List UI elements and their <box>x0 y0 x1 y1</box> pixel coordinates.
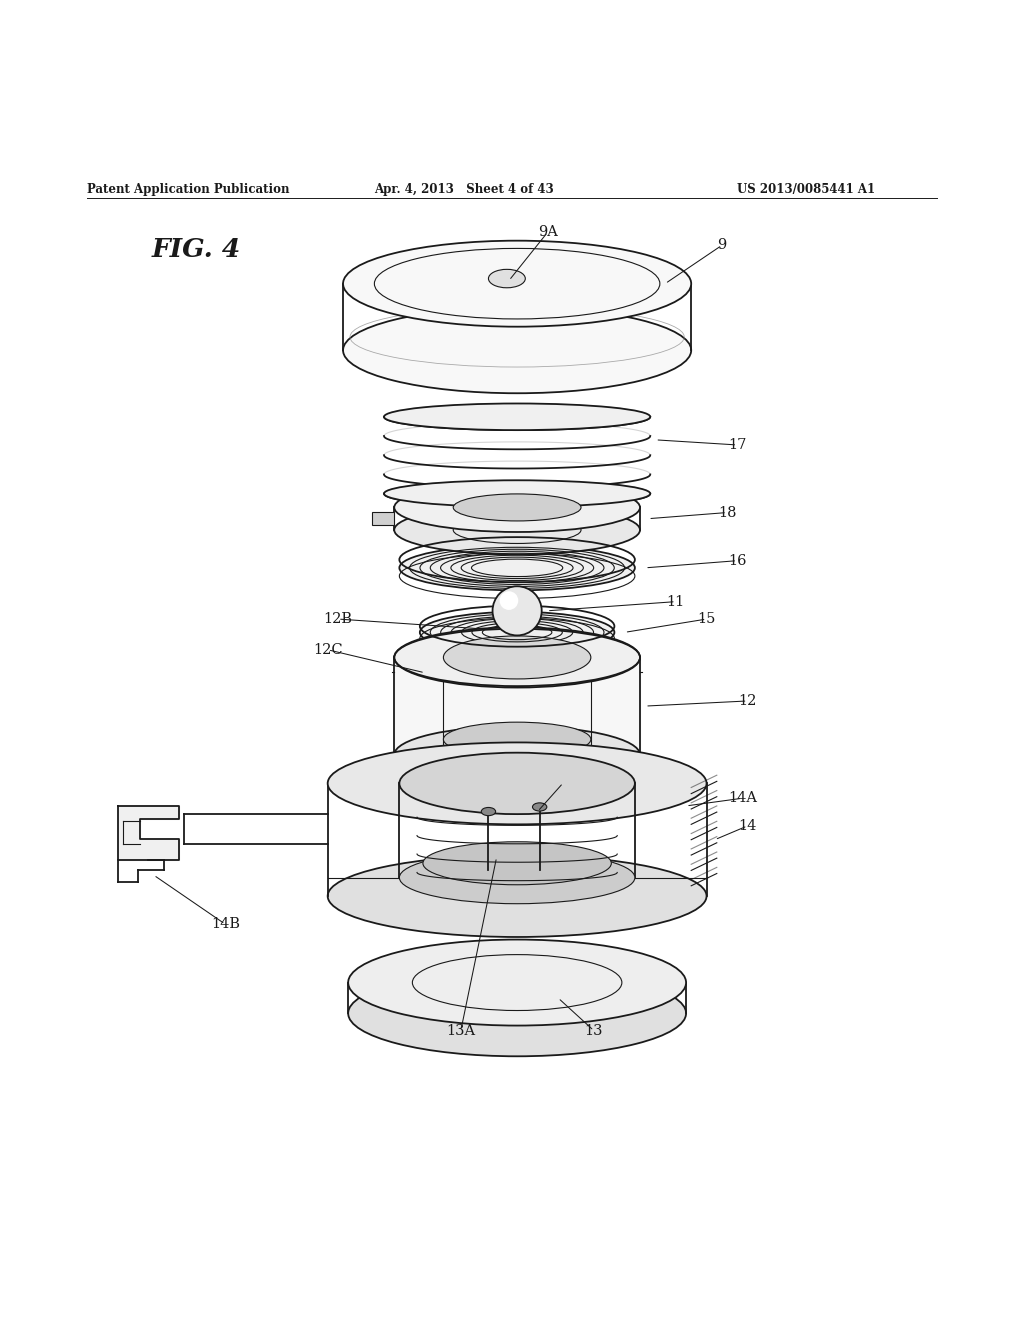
Ellipse shape <box>348 970 686 1056</box>
Ellipse shape <box>343 240 691 326</box>
Ellipse shape <box>423 842 611 884</box>
Text: 9: 9 <box>717 239 727 252</box>
Ellipse shape <box>532 803 547 810</box>
Text: Apr. 4, 2013   Sheet 4 of 43: Apr. 4, 2013 Sheet 4 of 43 <box>374 182 554 195</box>
Ellipse shape <box>394 483 640 532</box>
Circle shape <box>493 586 542 635</box>
Ellipse shape <box>343 308 691 393</box>
Ellipse shape <box>384 404 650 430</box>
Text: 12C: 12C <box>313 643 342 657</box>
Ellipse shape <box>394 506 640 554</box>
Text: 14: 14 <box>738 818 757 833</box>
Ellipse shape <box>443 636 591 678</box>
Text: 16: 16 <box>728 553 746 568</box>
Text: Patent Application Publication: Patent Application Publication <box>87 182 290 195</box>
Polygon shape <box>118 807 179 859</box>
Text: 12: 12 <box>738 694 757 708</box>
Ellipse shape <box>399 752 635 814</box>
Text: 17: 17 <box>728 438 746 451</box>
Text: 15: 15 <box>697 612 716 626</box>
Ellipse shape <box>394 726 640 783</box>
Ellipse shape <box>399 851 635 904</box>
Ellipse shape <box>481 808 496 816</box>
Ellipse shape <box>348 940 686 1026</box>
Ellipse shape <box>454 494 581 521</box>
Ellipse shape <box>384 480 650 507</box>
Text: 9A: 9A <box>538 224 558 239</box>
Ellipse shape <box>328 855 707 937</box>
Text: 18: 18 <box>718 506 736 520</box>
Bar <box>372 512 394 525</box>
Ellipse shape <box>394 628 640 686</box>
Ellipse shape <box>488 269 525 288</box>
Ellipse shape <box>328 742 707 825</box>
Text: FIG. 4: FIG. 4 <box>152 238 241 263</box>
Text: 12B: 12B <box>324 612 352 626</box>
Text: 13A: 13A <box>446 1024 475 1038</box>
Text: 11: 11 <box>667 594 685 609</box>
Ellipse shape <box>399 545 635 590</box>
Text: US 2013/0085441 A1: US 2013/0085441 A1 <box>737 182 876 195</box>
Ellipse shape <box>443 722 591 756</box>
Text: 13: 13 <box>585 1024 603 1038</box>
Text: 12A: 12A <box>549 776 578 789</box>
Ellipse shape <box>420 612 614 653</box>
Circle shape <box>500 591 518 610</box>
Text: 14A: 14A <box>728 791 757 805</box>
Text: 14B: 14B <box>211 917 240 931</box>
